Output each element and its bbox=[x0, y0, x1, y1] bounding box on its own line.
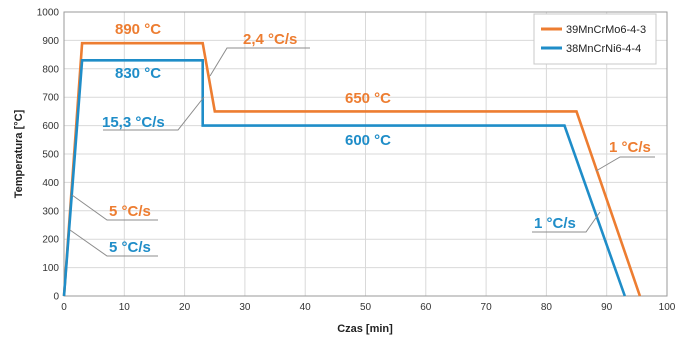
annotation-label: 600 °C bbox=[345, 132, 391, 149]
x-tick-label: 20 bbox=[179, 302, 191, 313]
x-tick-label: 30 bbox=[239, 302, 251, 313]
x-tick-label: 0 bbox=[61, 302, 67, 313]
legend: 39MnCrMo6-4-3 38MnCrNi6-4-4 bbox=[533, 13, 657, 65]
annotation-label: 830 °C bbox=[115, 65, 161, 82]
annotation-label: 5 °C/s bbox=[109, 203, 151, 220]
y-tick-label: 700 bbox=[42, 93, 59, 104]
y-tick-label: 600 bbox=[42, 121, 59, 132]
x-tick-label: 100 bbox=[659, 302, 676, 313]
y-tick-label: 100 bbox=[42, 263, 59, 274]
y-axis-ticks: 0 100 200 300 400 500 600 700 800 900 1000 bbox=[37, 8, 60, 303]
annotation-leader-line bbox=[69, 229, 158, 257]
annotation-leader-line bbox=[209, 47, 310, 77]
legend-box bbox=[533, 13, 657, 65]
y-tick-label: 900 bbox=[42, 36, 59, 47]
annotation-label: 5 °C/s bbox=[109, 239, 151, 256]
x-tick-label: 10 bbox=[119, 302, 131, 313]
y-tick-label: 800 bbox=[42, 64, 59, 75]
series-line-2 bbox=[62, 58, 627, 297]
annotations: 890 °C 830 °C 2,4 °C/s 15,3 °C/s 650 °C 600 °… bbox=[102, 21, 651, 256]
annotation-label: 2,4 °C/s bbox=[243, 31, 297, 48]
y-tick-label: 400 bbox=[42, 178, 59, 189]
annotation-leader-line bbox=[532, 211, 601, 233]
annotation-label: 1 °C/s bbox=[534, 215, 576, 232]
annotation-leader-lines bbox=[69, 47, 655, 257]
x-tick-label: 90 bbox=[601, 302, 613, 313]
annotation-leader-line bbox=[71, 194, 158, 221]
x-tick-label: 40 bbox=[300, 302, 312, 313]
annotation-label: 890 °C bbox=[115, 21, 161, 38]
x-axis-label: Czas [min] bbox=[337, 323, 393, 335]
y-tick-label: 500 bbox=[42, 150, 59, 161]
x-axis-ticks: 0 10 20 30 40 50 60 70 80 90 100 bbox=[61, 302, 676, 313]
annotation-label: 650 °C bbox=[345, 90, 391, 107]
y-tick-label: 1000 bbox=[37, 8, 60, 19]
plot-area-border bbox=[63, 11, 668, 297]
x-tick-label: 60 bbox=[420, 302, 432, 313]
y-tick-label: 200 bbox=[42, 235, 59, 246]
legend-label-1: 39MnCrMo6-4-3 bbox=[566, 24, 646, 36]
y-tick-label: 0 bbox=[53, 292, 59, 303]
x-tick-label: 50 bbox=[360, 302, 372, 313]
series-lines bbox=[62, 41, 642, 297]
annotation-leader-line bbox=[103, 96, 205, 131]
y-tick-label: 300 bbox=[42, 206, 59, 217]
annotation-leader-line bbox=[595, 156, 655, 172]
x-tick-label: 80 bbox=[541, 302, 553, 313]
x-tick-label: 70 bbox=[481, 302, 493, 313]
legend-label-2: 38MnCrNi6-4-4 bbox=[566, 43, 641, 55]
annotation-label: 1 °C/s bbox=[609, 139, 651, 156]
annotation-label: 15,3 °C/s bbox=[102, 114, 165, 131]
y-axis-label: Temperatura [°C] bbox=[13, 109, 25, 198]
